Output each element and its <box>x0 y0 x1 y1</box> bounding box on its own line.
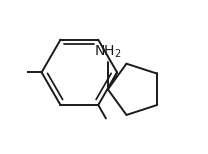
Text: NH$_2$: NH$_2$ <box>94 44 122 60</box>
